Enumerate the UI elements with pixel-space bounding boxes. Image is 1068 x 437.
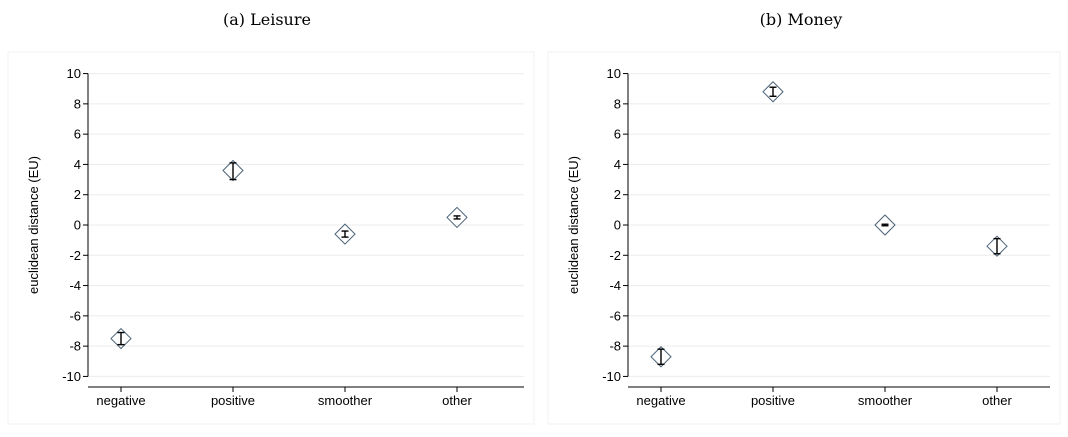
x-tick-label-other: other <box>982 393 1012 408</box>
panel-frame <box>547 51 1061 425</box>
y-tick-label: 8 <box>74 96 81 111</box>
y-tick-label: -4 <box>609 278 621 293</box>
chart-panel-a: -10 -8 -6 -4 -2 0 2 4 6 8 10 euclidean distance (EU… <box>7 51 535 425</box>
point-marker-smoother <box>334 223 356 245</box>
x-tick-label-positive: positive <box>211 393 255 408</box>
y-tick-label: -2 <box>69 248 81 263</box>
y-tick-label: 2 <box>74 187 81 202</box>
panel-frame <box>7 51 535 425</box>
y-tick-label: 10 <box>67 66 81 81</box>
y-tick-label: 8 <box>614 96 621 111</box>
panel-a-title: (a) Leisure <box>223 10 311 29</box>
x-tick-label-smoother: smoother <box>318 393 373 408</box>
y-tick-label: 4 <box>614 157 621 172</box>
y-tick-label: 4 <box>74 157 81 172</box>
y-tick-label: -10 <box>62 369 81 384</box>
y-tick-label: -8 <box>69 339 81 354</box>
point-marker-positive <box>222 159 244 182</box>
point-marker-positive <box>762 81 784 103</box>
x-tick-label-negative: negative <box>636 393 685 408</box>
y-tick-label: -6 <box>69 308 81 323</box>
y-tick-label: 6 <box>74 127 81 142</box>
x-tick-label-smoother: smoother <box>858 393 913 408</box>
point-marker-smoother <box>874 214 896 236</box>
x-tick-label-other: other <box>442 393 472 408</box>
y-tick-label: 0 <box>614 218 621 233</box>
y-tick-label: -6 <box>609 308 621 323</box>
y-tick-label: -8 <box>609 339 621 354</box>
x-tick-label-negative: negative <box>96 393 145 408</box>
y-axis-label: euclidean distance (EU) <box>566 156 581 294</box>
y-tick-label: -10 <box>602 369 621 384</box>
chart-panel-b: -10 -8 -6 -4 -2 0 2 4 6 8 10 euclidean distance (EU… <box>547 51 1061 425</box>
point-marker-other <box>986 235 1008 257</box>
y-tick-label: 10 <box>607 66 621 81</box>
point-marker-negative <box>110 327 132 350</box>
point-marker-other <box>446 206 468 229</box>
x-tick-label-positive: positive <box>751 393 795 408</box>
y-tick-label: -2 <box>609 248 621 263</box>
y-tick-label: 6 <box>614 127 621 142</box>
y-tick-label: 0 <box>74 218 81 233</box>
panel-b-title: (b) Money <box>759 10 843 29</box>
y-tick-label: -4 <box>69 278 81 293</box>
y-axis-label: euclidean distance (EU) <box>26 156 41 294</box>
point-marker-negative <box>650 346 672 368</box>
y-tick-label: 2 <box>614 187 621 202</box>
